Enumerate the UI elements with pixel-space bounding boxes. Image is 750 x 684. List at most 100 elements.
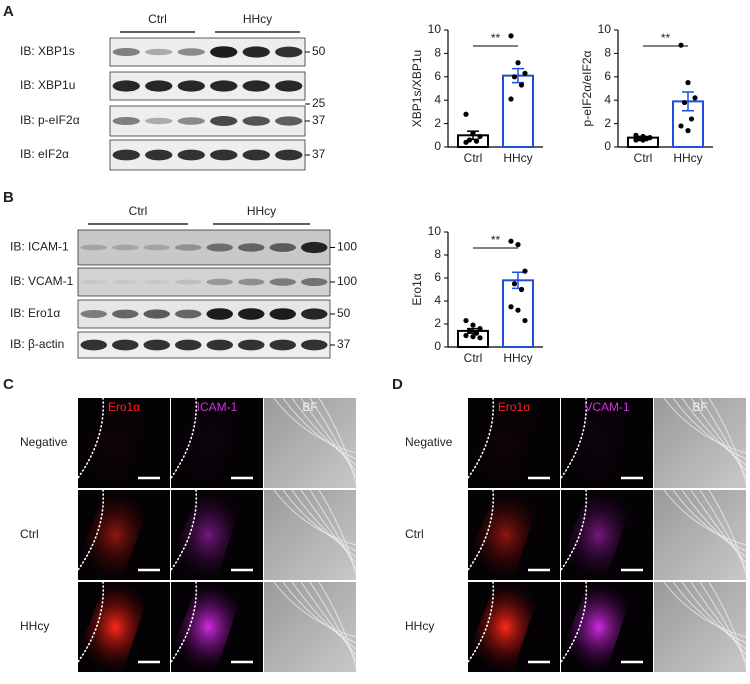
band: [177, 48, 205, 56]
tissue-signal: [171, 490, 246, 580]
band: [177, 149, 205, 161]
band: [301, 241, 328, 254]
tissue-border: [560, 581, 588, 663]
brightfield-image: [654, 490, 746, 580]
channel-label: Ero1α: [498, 400, 530, 414]
band: [301, 339, 328, 351]
band: [112, 80, 140, 92]
data-point: [518, 286, 525, 293]
tissue-border: [467, 397, 495, 479]
band: [177, 117, 205, 125]
data-point: [692, 95, 698, 101]
band: [206, 339, 233, 351]
x-tick-label: HHcy: [673, 151, 702, 165]
band: [238, 339, 265, 351]
band: [145, 149, 173, 161]
y-tick-label: 6: [434, 69, 441, 83]
data-point: [511, 281, 518, 287]
y-tick-label: 0: [604, 139, 611, 153]
band: [175, 339, 202, 351]
row-label: Negative: [20, 435, 68, 449]
tissue-fold: [318, 489, 357, 576]
band: [210, 116, 238, 126]
tissue-border: [170, 581, 198, 663]
channel-label: BF: [692, 400, 707, 414]
blot-label: IB: Ero1α: [10, 306, 60, 320]
band: [112, 339, 139, 351]
y-axis-label: XBP1s/XBP1u: [410, 50, 424, 127]
band: [238, 278, 265, 286]
data-point: [640, 137, 646, 143]
brightfield-image: [654, 582, 746, 672]
band: [143, 309, 170, 319]
band: [143, 244, 170, 251]
blot: [77, 267, 331, 297]
channel-label: BF: [302, 400, 317, 414]
data-point: [463, 139, 469, 145]
band: [80, 339, 107, 351]
y-tick-label: 6: [604, 69, 611, 83]
data-point: [463, 332, 469, 339]
x-tick-label: Ctrl: [464, 351, 483, 365]
blot-label: IB: eIF2α: [20, 147, 69, 161]
data-point: [508, 238, 514, 244]
band: [206, 278, 233, 286]
y-tick-label: 2: [604, 116, 611, 130]
band: [301, 308, 328, 320]
tissue-border: [467, 581, 495, 663]
panel-label: C: [3, 376, 14, 393]
tissue-signal: [78, 582, 153, 672]
data-point: [511, 74, 518, 80]
data-point: [463, 317, 469, 324]
blot: [109, 105, 306, 137]
mw-marker: 100: [337, 274, 357, 288]
tissue-signal: [561, 490, 636, 580]
y-tick-label: 2: [434, 116, 441, 130]
brightfield-image: [264, 582, 356, 672]
group-label: HHcy: [243, 12, 272, 26]
row-label: HHcy: [405, 619, 434, 633]
mw-marker: 50: [337, 306, 351, 320]
mw-marker: 37: [337, 337, 351, 351]
data-point: [515, 242, 521, 248]
data-point: [508, 96, 514, 102]
y-tick-label: 4: [434, 293, 441, 307]
mw-marker: 50: [312, 44, 326, 58]
band: [242, 46, 270, 58]
panel-label: A: [3, 3, 14, 20]
mw-marker: 37: [312, 147, 326, 161]
tissue-border: [170, 489, 198, 571]
y-tick-label: 4: [434, 92, 441, 106]
band: [143, 339, 170, 351]
data-point: [681, 99, 688, 106]
blot: [109, 37, 306, 67]
y-axis-label: Ero1α: [410, 273, 424, 305]
band: [275, 149, 303, 161]
row-label: HHcy: [20, 619, 49, 633]
row-label: Ctrl: [405, 527, 424, 541]
x-tick-label: Ctrl: [464, 151, 483, 165]
channel-label: ICAM-1: [197, 400, 238, 414]
data-point: [470, 130, 476, 136]
band: [112, 279, 139, 285]
band: [177, 80, 205, 92]
band: [275, 80, 303, 92]
tissue-signal: [468, 582, 543, 672]
band: [242, 116, 270, 126]
band: [206, 308, 233, 320]
data-point: [477, 326, 483, 332]
brightfield-image: [264, 398, 356, 488]
data-point: [466, 328, 473, 334]
row-label: Negative: [405, 435, 453, 449]
x-tick-label: HHcy: [503, 151, 532, 165]
y-tick-label: 0: [434, 139, 441, 153]
tissue-signal: [78, 398, 153, 488]
tissue-border: [560, 489, 588, 571]
band: [145, 117, 173, 125]
data-point: [633, 132, 639, 138]
data-point: [522, 268, 528, 274]
data-point: [678, 123, 684, 129]
data-point: [477, 133, 483, 140]
significance: **: [661, 31, 671, 45]
